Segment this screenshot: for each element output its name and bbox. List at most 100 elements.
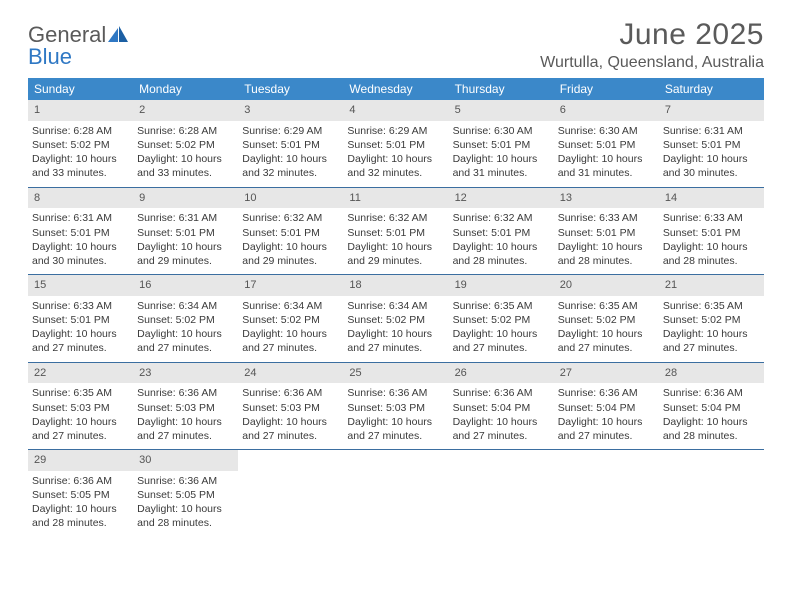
sunset-text: Sunset: 5:02 PM (137, 313, 234, 327)
sunrise-text: Sunrise: 6:34 AM (137, 299, 234, 313)
daylight-text: Daylight: 10 hours (558, 152, 655, 166)
day-number: 18 (343, 275, 448, 296)
day-number: 20 (554, 275, 659, 296)
sunrise-text: Sunrise: 6:35 AM (663, 299, 760, 313)
sunset-text: Sunset: 5:01 PM (453, 138, 550, 152)
day-cell (343, 450, 448, 537)
sunset-text: Sunset: 5:02 PM (242, 313, 339, 327)
sunset-text: Sunset: 5:01 PM (347, 226, 444, 240)
day-number (238, 450, 343, 471)
day-info: Sunrise: 6:35 AMSunset: 5:02 PMDaylight:… (659, 299, 764, 356)
day-number: 4 (343, 100, 448, 121)
day-number: 26 (449, 363, 554, 384)
day-info: Sunrise: 6:36 AMSunset: 5:05 PMDaylight:… (133, 474, 238, 531)
sunrise-text: Sunrise: 6:36 AM (242, 386, 339, 400)
dow-friday: Friday (554, 78, 659, 100)
daylight-text: and 30 minutes. (32, 254, 129, 268)
day-cell: 5Sunrise: 6:30 AMSunset: 5:01 PMDaylight… (449, 100, 554, 187)
day-cell: 20 Sunrise: 6:35 AMSunset: 5:02 PMDayligh… (554, 275, 659, 362)
daylight-text: Daylight: 10 hours (453, 240, 550, 254)
day-number: 25 (343, 363, 448, 384)
day-number: 29 (28, 450, 133, 471)
day-number: 24 (238, 363, 343, 384)
logo-text: General Blue (28, 24, 130, 68)
daylight-text: and 27 minutes. (242, 429, 339, 443)
sunrise-text: Sunrise: 6:33 AM (32, 299, 129, 313)
logo-word-blue: Blue (28, 44, 72, 69)
daylight-text: Daylight: 10 hours (453, 327, 550, 341)
sunrise-text: Sunrise: 6:36 AM (558, 386, 655, 400)
sunrise-text: Sunrise: 6:31 AM (137, 211, 234, 225)
day-info: Sunrise: 6:36 AMSunset: 5:04 PMDaylight:… (659, 386, 764, 443)
week-row: 15Sunrise: 6:33 AMSunset: 5:01 PMDayligh… (28, 275, 764, 363)
daylight-text: Daylight: 10 hours (137, 327, 234, 341)
sunrise-text: Sunrise: 6:35 AM (32, 386, 129, 400)
daylight-text: and 31 minutes. (558, 166, 655, 180)
daylight-text: and 28 minutes. (558, 254, 655, 268)
sunrise-text: Sunrise: 6:36 AM (453, 386, 550, 400)
sunset-text: Sunset: 5:02 PM (347, 313, 444, 327)
sunset-text: Sunset: 5:03 PM (242, 401, 339, 415)
day-info: Sunrise: 6:33 AMSunset: 5:01 PMDaylight:… (28, 299, 133, 356)
day-cell: 25Sunrise: 6:36 AMSunset: 5:03 PMDayligh… (343, 363, 448, 450)
daylight-text: Daylight: 10 hours (242, 327, 339, 341)
daylight-text: and 28 minutes. (663, 429, 760, 443)
daylight-text: and 30 minutes. (663, 166, 760, 180)
daylight-text: Daylight: 10 hours (453, 415, 550, 429)
day-info: Sunrise: 6:34 AMSunset: 5:02 PMDaylight:… (343, 299, 448, 356)
day-number: 21 (659, 275, 764, 296)
week-row: 22 Sunrise: 6:35 AM Sunset: 5:03 PM Dayligh… (28, 363, 764, 451)
daylight-text: and 28 minutes. (137, 516, 234, 530)
day-number: 27 (554, 363, 659, 384)
day-number: 8 (28, 188, 133, 209)
day-info: Sunrise: 6:32 AMSunset: 5:01 PMDaylight:… (343, 211, 448, 268)
daylight-text: Daylight: 10 hours (558, 327, 655, 341)
daylight-text: Daylight: 10 hours (32, 240, 129, 254)
day-info: Sunrise: 6:35 AMSunset: 5:02 PMDaylight:… (449, 299, 554, 356)
day-number: 6 (554, 100, 659, 121)
day-info: Sunrise: 6:34 AMSunset: 5:02 PMDaylight:… (133, 299, 238, 356)
day-info: Sunrise: 6:35 AMSunset: 5:02 PMDaylight:… (554, 299, 659, 356)
day-number: 14 (659, 188, 764, 209)
day-cell: 27Sunrise: 6:36 AMSunset: 5:04 PMDayligh… (554, 363, 659, 450)
day-info: Sunrise: 6:28 AMSunset: 5:02 PMDaylight:… (28, 124, 133, 181)
daylight-text: Daylight: 10 hours (347, 327, 444, 341)
sunrise-text: Sunrise: 6:34 AM (242, 299, 339, 313)
day-info: Sunrise: 6:28 AMSunset: 5:02 PMDaylight:… (133, 124, 238, 181)
daylight-text: Daylight: 10 hours (137, 152, 234, 166)
sunrise-text: Sunrise: 6:30 AM (453, 124, 550, 138)
sunset-text: Sunset: 5:02 PM (663, 313, 760, 327)
day-info: Sunrise: 6:33 AMSunset: 5:01 PMDaylight:… (659, 211, 764, 268)
sunset-text: Sunset: 5:01 PM (663, 226, 760, 240)
sunset-text: Sunset: 5:03 PM (137, 401, 234, 415)
day-info: Sunrise: 6:29 AMSunset: 5:01 PMDaylight:… (238, 124, 343, 181)
sunset-text: Sunset: 5:01 PM (558, 226, 655, 240)
calendar-page: General Blue June 2025 Wurtulla, Queensl… (0, 0, 792, 537)
location-label: Wurtulla, Queensland, Australia (540, 54, 764, 72)
day-number: 5 (449, 100, 554, 121)
calendar-grid: Sunday Monday Tuesday Wednesday Thursday… (28, 78, 764, 537)
daylight-text: and 27 minutes. (558, 341, 655, 355)
day-number (554, 450, 659, 471)
day-cell: 26Sunrise: 6:36 AMSunset: 5:04 PMDayligh… (449, 363, 554, 450)
day-cell: 3Sunrise: 6:29 AMSunset: 5:01 PMDaylight… (238, 100, 343, 187)
sunrise-text: Sunrise: 6:28 AM (137, 124, 234, 138)
daylight-text: and 32 minutes. (242, 166, 339, 180)
day-cell: 24Sunrise: 6:36 AMSunset: 5:03 PMDayligh… (238, 363, 343, 450)
daylight-text: and 27 minutes. (137, 429, 234, 443)
day-number: 9 (133, 188, 238, 209)
daylight-text: Daylight: 10 hours (137, 502, 234, 516)
day-number: 22 (28, 363, 133, 384)
day-cell: 7Sunrise: 6:31 AMSunset: 5:01 PMDaylight… (659, 100, 764, 187)
day-info: Sunrise: 6:33 AMSunset: 5:01 PMDaylight:… (554, 211, 659, 268)
sunset-text: Sunset: 5:03 PM (347, 401, 444, 415)
sunset-text: Sunset: 5:02 PM (137, 138, 234, 152)
daylight-text: and 27 minutes. (242, 341, 339, 355)
dow-saturday: Saturday (659, 78, 764, 100)
day-info: Sunrise: 6:36 AMSunset: 5:03 PMDaylight:… (238, 386, 343, 443)
sunrise-text: Sunrise: 6:31 AM (663, 124, 760, 138)
daylight-text: Daylight: 10 hours (32, 327, 129, 341)
daylight-text: Daylight: 10 hours (663, 152, 760, 166)
daylight-text: and 27 minutes. (137, 341, 234, 355)
daylight-text: Daylight: 10 hours (32, 502, 129, 516)
